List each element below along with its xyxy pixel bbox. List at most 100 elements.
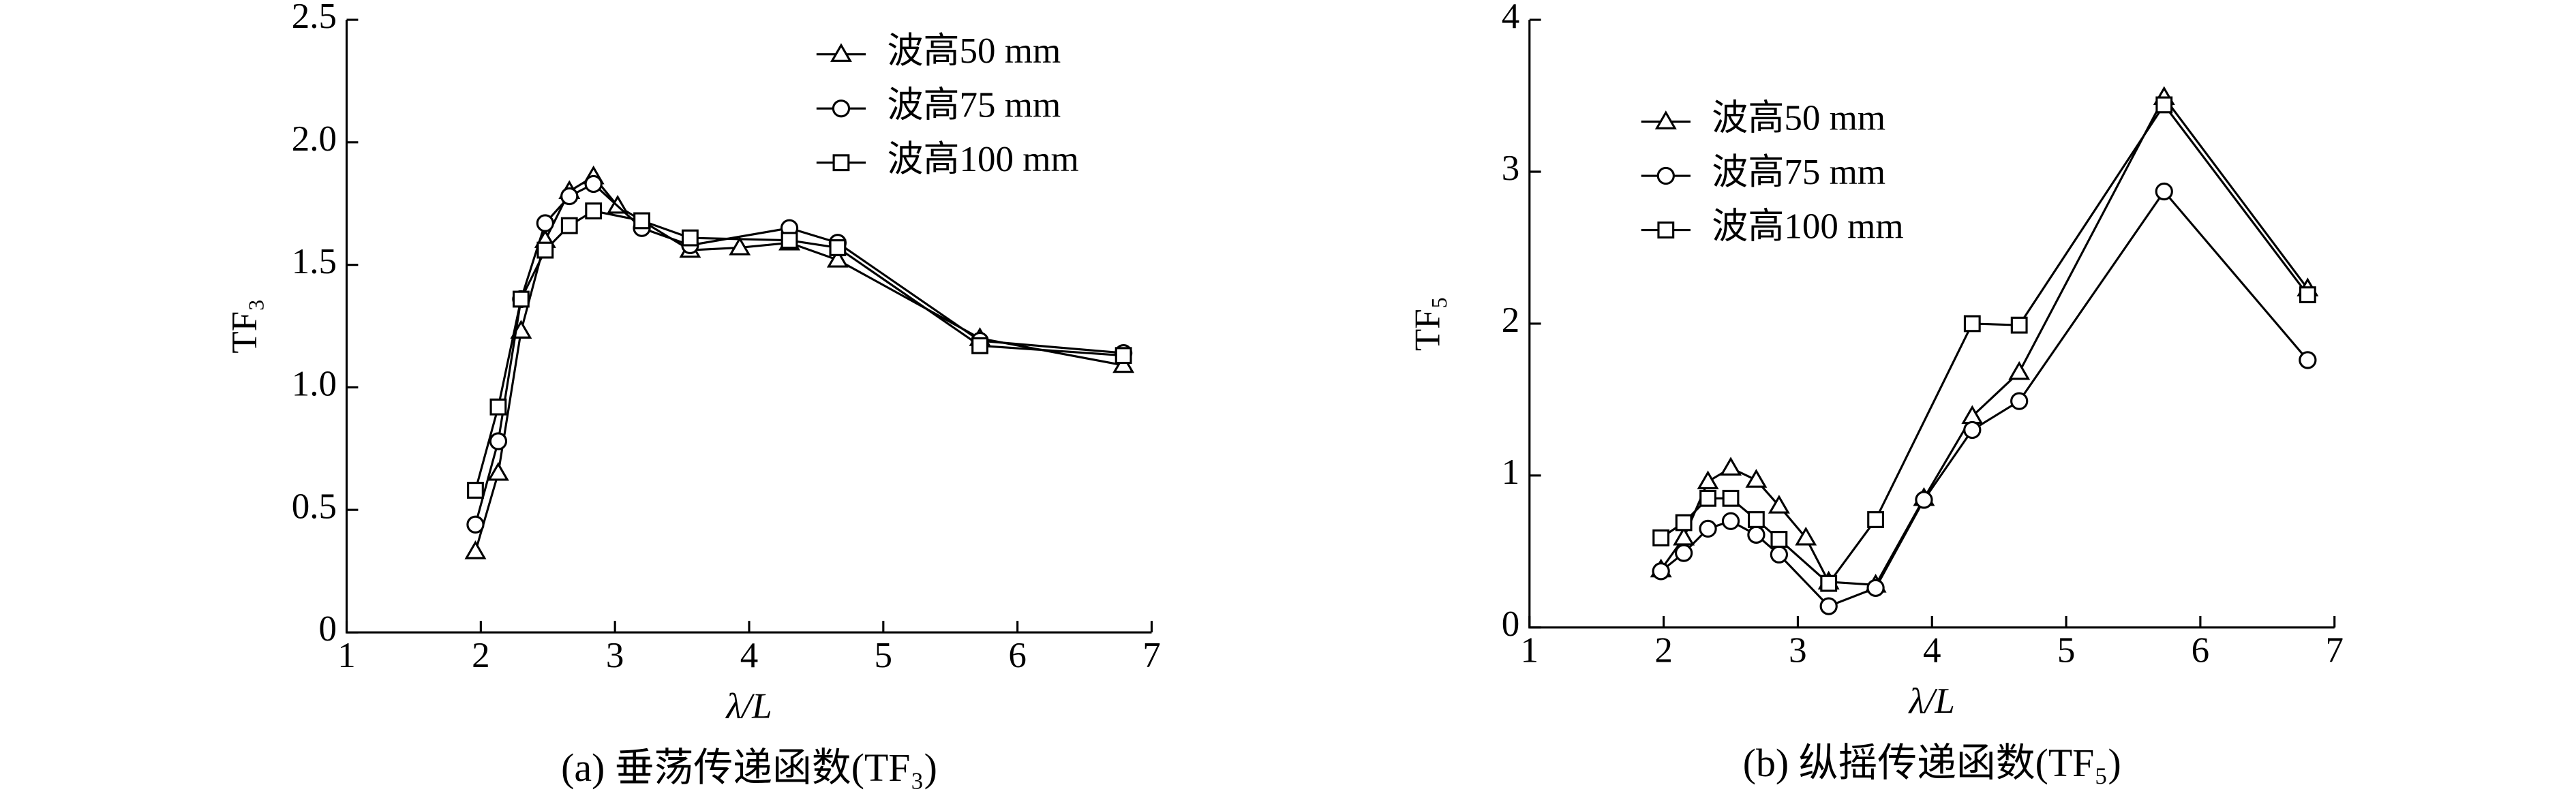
data-point [536, 214, 554, 232]
data-point [560, 217, 578, 234]
data-point [466, 515, 485, 534]
legend-label: 波高50 mm [1712, 99, 1885, 138]
data-point [1748, 511, 1765, 528]
data-point [1770, 545, 1789, 564]
data-point [2155, 96, 2173, 114]
data-point [1699, 519, 1717, 538]
data-point [2008, 360, 2031, 380]
x-tick-label: 3 [1789, 631, 1807, 671]
data-point [512, 290, 530, 308]
legend-marker [832, 99, 851, 118]
x-tick-label: 7 [1142, 636, 1161, 675]
legend-marker [832, 154, 850, 172]
x-tick-label: 5 [875, 636, 893, 675]
series-line [474, 209, 1124, 491]
chart-caption: (a) 垂荡传递函数(TF₃) [561, 745, 937, 790]
x-axis-label: λ/L [1908, 681, 1955, 721]
x-axis-label: λ/L [725, 686, 772, 726]
legend-marker [830, 43, 852, 62]
data-point [2010, 316, 2028, 334]
y-tick-label: 1 [1502, 452, 1520, 492]
data-point [1745, 469, 1768, 488]
data-point [1768, 495, 1790, 514]
series-line [474, 183, 1124, 525]
data-point [1652, 529, 1670, 547]
data-point [1721, 512, 1740, 530]
data-point [829, 239, 847, 256]
data-point [584, 174, 603, 194]
data-point [487, 461, 509, 481]
data-point [1115, 347, 1132, 365]
data-point [560, 187, 579, 206]
legend-label: 波高100 mm [887, 140, 1078, 179]
legend-label: 波高50 mm [887, 31, 1061, 71]
axes [1528, 20, 2335, 629]
data-point [681, 229, 699, 247]
legend-marker [1654, 110, 1677, 129]
x-tick-label: 1 [1521, 631, 1539, 671]
data-point [2010, 392, 2029, 410]
data-point [1675, 514, 1693, 532]
x-tick-label: 5 [2057, 631, 2076, 671]
data-point [536, 241, 554, 259]
data-point [1747, 525, 1766, 544]
data-point [781, 232, 798, 249]
legend-label: 波高75 mm [1712, 153, 1885, 192]
x-tick-label: 1 [337, 636, 356, 675]
data-point [1770, 531, 1788, 548]
data-point [1915, 491, 1933, 509]
chart-caption: (b) 纵摇传递函数(TF₅) [1743, 741, 2121, 785]
x-tick-label: 7 [2325, 631, 2344, 671]
y-tick-label: 2 [1502, 301, 1520, 340]
data-point [1963, 420, 1982, 440]
data-point [1652, 562, 1670, 581]
data-point [464, 540, 487, 559]
y-tick-label: 0 [319, 609, 337, 649]
data-point [729, 236, 751, 256]
y-tick-label: 0.5 [292, 487, 337, 526]
x-tick-label: 4 [1923, 631, 1941, 671]
data-point [1674, 544, 1693, 562]
data-point [585, 202, 603, 219]
data-point [1722, 489, 1740, 507]
y-tick-label: 1.0 [292, 365, 337, 404]
data-point [1795, 526, 1817, 546]
data-point [1720, 457, 1742, 476]
x-tick-label: 6 [1008, 636, 1027, 675]
series-line [1660, 189, 2309, 608]
y-tick-label: 0 [1502, 604, 1520, 644]
y-tick-label: 3 [1502, 149, 1520, 188]
data-point [1867, 511, 1884, 528]
data-point [826, 249, 849, 268]
data-point [1820, 574, 1838, 592]
data-point [467, 482, 484, 499]
data-point [1699, 489, 1716, 507]
data-point [489, 432, 508, 450]
data-point [2299, 351, 2317, 369]
data-point [1866, 579, 1885, 597]
data-point [2299, 286, 2316, 303]
x-tick-label: 2 [1654, 631, 1673, 671]
x-tick-label: 4 [740, 636, 759, 675]
x-tick-label: 2 [472, 636, 490, 675]
y-axis-label: TF₅ [1408, 296, 1447, 351]
x-tick-label: 3 [606, 636, 624, 675]
data-point [1673, 526, 1695, 546]
x-tick-label: 6 [2192, 631, 2210, 671]
data-point [1697, 470, 1719, 489]
legend-marker [1657, 221, 1675, 239]
data-point [1963, 315, 1981, 333]
data-point [1112, 354, 1135, 373]
y-tick-label: 1.5 [292, 242, 337, 281]
legend-marker [1656, 166, 1675, 185]
legend-label: 波高75 mm [887, 85, 1061, 125]
legend-label: 波高100 mm [1712, 207, 1903, 247]
y-tick-label: 4 [1502, 0, 1520, 36]
y-axis-label: TF₃ [225, 298, 264, 353]
data-point [633, 212, 650, 230]
y-tick-label: 2.5 [292, 0, 337, 36]
y-tick-label: 2.0 [292, 119, 337, 159]
data-point [489, 398, 507, 416]
